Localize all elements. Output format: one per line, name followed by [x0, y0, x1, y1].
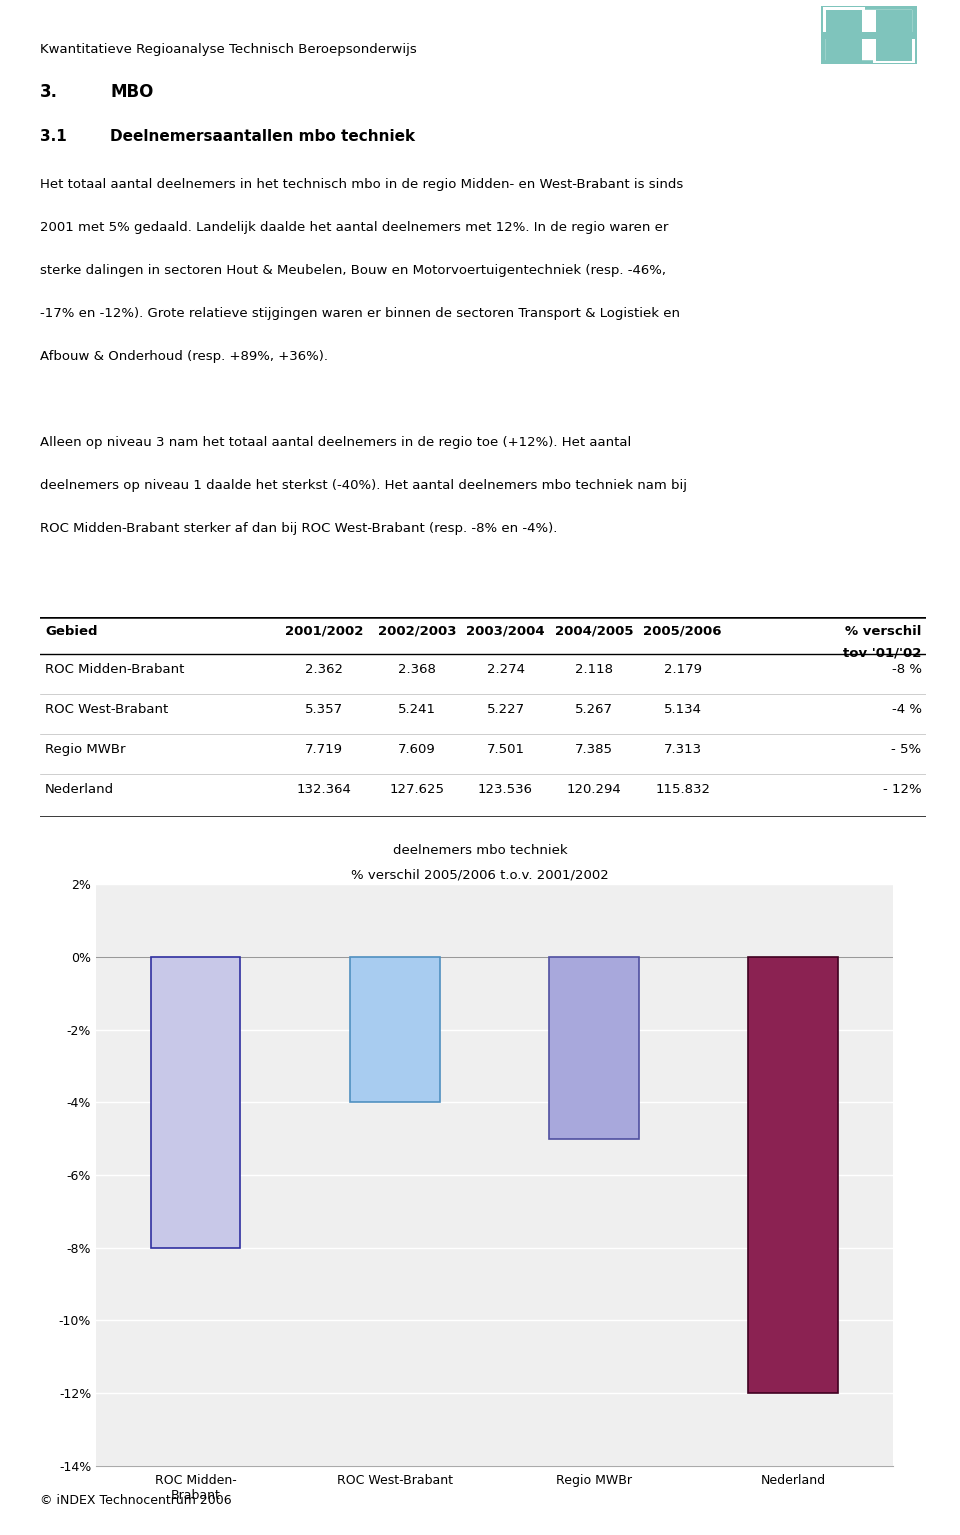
Text: -8 %: -8 % [892, 663, 922, 675]
Text: 5.134: 5.134 [663, 703, 702, 715]
Text: 3.: 3. [40, 83, 59, 101]
Text: 115.832: 115.832 [656, 783, 710, 795]
Text: 5.227: 5.227 [487, 703, 524, 715]
Text: MBO: MBO [110, 83, 154, 101]
Bar [873, 37, 915, 63]
Text: 7.719: 7.719 [305, 743, 343, 755]
Bar [823, 32, 915, 38]
Text: 2.179: 2.179 [663, 663, 702, 675]
Bar [873, 38, 915, 63]
Text: 2.362: 2.362 [305, 663, 343, 675]
Text: ROC Midden-Brabant: ROC Midden-Brabant [45, 663, 184, 675]
Text: Het totaal aantal deelnemers in het technisch mbo in de regio Midden- en West-Br: Het totaal aantal deelnemers in het tech… [40, 178, 684, 190]
Bar [350, 956, 440, 1102]
Text: 7.313: 7.313 [663, 743, 702, 755]
Text: Regio MWBr: Regio MWBr [45, 743, 126, 755]
Text: 5.357: 5.357 [305, 703, 343, 715]
Text: 127.625: 127.625 [390, 783, 444, 795]
Text: sterke dalingen in sectoren Hout & Meubelen, Bouw en Motorvoertuigentechniek (re: sterke dalingen in sectoren Hout & Meube… [40, 264, 666, 276]
Text: 5.241: 5.241 [397, 703, 436, 715]
Text: Afbouw & Onderhoud (resp. +89%, +36%).: Afbouw & Onderhoud (resp. +89%, +36%). [40, 350, 328, 362]
Bar [749, 956, 838, 1394]
Text: 5.267: 5.267 [575, 703, 613, 715]
Text: 2004/2005: 2004/2005 [555, 625, 634, 637]
Text: Deelnemersaantallen mbo techniek: Deelnemersaantallen mbo techniek [110, 129, 416, 144]
Text: 2002/2003: 2002/2003 [377, 625, 456, 637]
Text: Nederland: Nederland [45, 783, 114, 795]
Text: 2001 met 5% gedaald. Landelijk daalde het aantal deelnemers met 12%. In de regio: 2001 met 5% gedaald. Landelijk daalde he… [40, 221, 669, 233]
Text: 123.536: 123.536 [478, 783, 533, 795]
Text: 7.609: 7.609 [398, 743, 436, 755]
Text: 7.501: 7.501 [487, 743, 524, 755]
Text: Kwantitatieve Regioanalyse Technisch Beroepsonderwijs: Kwantitatieve Regioanalyse Technisch Ber… [40, 43, 417, 55]
Bar [826, 38, 862, 61]
Text: Gebied: Gebied [45, 625, 98, 637]
Text: © iNDEX Technocentrum 2006: © iNDEX Technocentrum 2006 [40, 1495, 232, 1507]
Bar [823, 8, 865, 34]
Text: 2005/2006: 2005/2006 [643, 625, 722, 637]
Text: - 12%: - 12% [883, 783, 922, 795]
Text: 2.118: 2.118 [575, 663, 613, 675]
Bar [549, 956, 638, 1139]
Bar [876, 38, 912, 61]
Text: deelnemers op niveau 1 daalde het sterkst (-40%). Het aantal deelnemers mbo tech: deelnemers op niveau 1 daalde het sterks… [40, 479, 687, 491]
Text: tov '01/'02: tov '01/'02 [843, 646, 922, 659]
Text: ROC West-Brabant: ROC West-Brabant [45, 703, 168, 715]
Text: % verschil: % verschil [845, 625, 922, 637]
Bar [823, 8, 865, 32]
Bar [151, 956, 240, 1248]
Text: 2001/2002: 2001/2002 [285, 625, 363, 637]
Text: 3.1: 3.1 [40, 129, 67, 144]
Bar [826, 9, 862, 32]
Text: 2.368: 2.368 [398, 663, 436, 675]
Text: - 5%: - 5% [892, 743, 922, 755]
Text: 7.385: 7.385 [575, 743, 613, 755]
Text: ROC Midden-Brabant sterker af dan bij ROC West-Brabant (resp. -8% en -4%).: ROC Midden-Brabant sterker af dan bij RO… [40, 522, 558, 534]
Text: -4 %: -4 % [892, 703, 922, 715]
Text: 2003/2004: 2003/2004 [467, 625, 545, 637]
Bar [826, 32, 912, 38]
Text: -17% en -12%). Grote relatieve stijgingen waren er binnen de sectoren Transport : -17% en -12%). Grote relatieve stijginge… [40, 307, 681, 319]
Text: Alleen op niveau 3 nam het totaal aantal deelnemers in de regio toe (+12%). Het : Alleen op niveau 3 nam het totaal aantal… [40, 436, 632, 448]
Text: 132.364: 132.364 [297, 783, 351, 795]
Text: % verschil 2005/2006 t.o.v. 2001/2002: % verschil 2005/2006 t.o.v. 2001/2002 [351, 869, 609, 881]
Bar [876, 9, 912, 32]
Text: 2.274: 2.274 [487, 663, 524, 675]
Text: 120.294: 120.294 [566, 783, 621, 795]
Text: deelnemers mbo techniek: deelnemers mbo techniek [393, 844, 567, 857]
